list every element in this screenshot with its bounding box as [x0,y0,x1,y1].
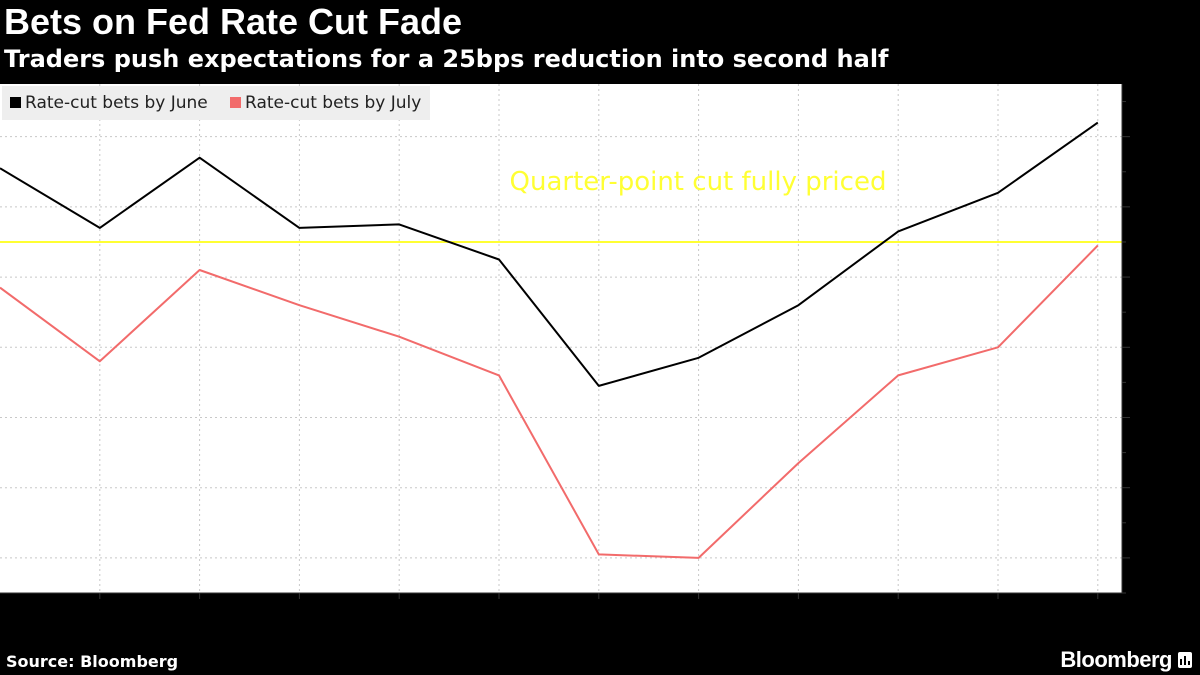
x-tick-label: 24 [288,600,310,622]
brand-name: Bloomberg [1060,647,1172,672]
y-tick-label: −28 [1132,337,1166,359]
legend-label: Rate-cut bets by July [245,93,421,113]
x-month-label: Dec 2024 [307,624,393,646]
y-tick-label: −32 [1132,478,1166,500]
y-tick-label: −24 [1132,197,1166,219]
source-note: Source: Bloomberg [6,652,179,671]
y-tick-label: −30 [1132,407,1166,429]
chart-title: Bets on Fed Rate Cut Fade [4,1,463,42]
x-tick-label: 20 [89,600,111,622]
legend-swatch [230,97,241,108]
x-tick-label: 31 [687,600,709,622]
y-tick-label: −22 [1132,127,1166,149]
series-line-june [0,121,1099,387]
x-tick-label: 27 [488,600,510,622]
brand-logo: Bloomberg [1060,647,1192,673]
y-tick-label: −26 [1132,267,1166,289]
x-tick-label: 7 [1092,600,1103,622]
reference-line-label: Quarter-point cut fully priced [510,167,887,197]
bloomberg-bar-icon [1178,652,1192,668]
chart-subtitle: Traders push expectations for a 25bps re… [4,45,889,73]
x-tick-label: 23 [188,600,210,622]
x-tick-label: 26 [388,600,410,622]
series-line-july [0,244,1099,559]
x-tick-label: 3 [893,600,904,622]
legend-swatch [10,97,21,108]
y-tick-label: −34 [1132,548,1166,570]
x-month-label: Jan 2025 [907,624,989,646]
x-tick-label: 30 [588,600,610,622]
legend-box [2,86,430,120]
x-tick-label: 2 [793,600,804,622]
y-axis-title: Basis points [1170,264,1195,396]
legend-label: Rate-cut bets by June [25,93,208,113]
x-tick-label: 6 [992,600,1003,622]
